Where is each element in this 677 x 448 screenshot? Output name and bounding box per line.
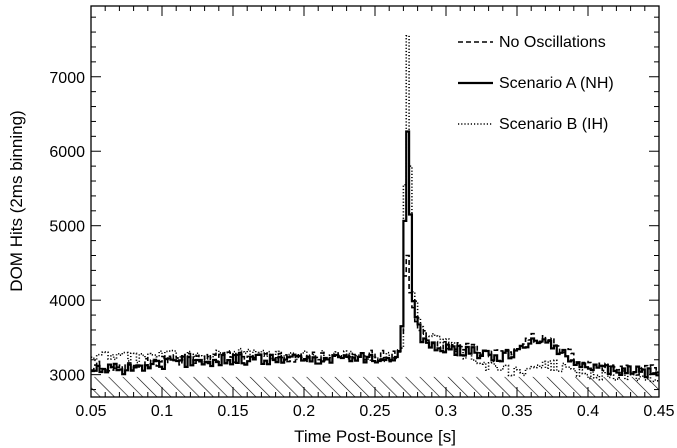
y-tick-label: 3000: [49, 368, 85, 385]
axes-layer: 0.05 0.1 0.15 0.2 0.25 0.3 0.35 0.4 0.45 3000 4000…: [49, 5, 675, 420]
series-layer: [91, 34, 659, 383]
x-tick-label: 0.2: [293, 403, 315, 420]
y-tick-label: 7000: [49, 70, 85, 87]
x-tick-label: 0.25: [359, 403, 390, 420]
x-axis-title: Time Post-Bounce [s]: [294, 427, 456, 446]
y-tick-label: 5000: [49, 219, 85, 236]
x-tick-label: 0.15: [217, 403, 248, 420]
legend-label-1: No Oscillations: [499, 34, 606, 51]
x-tick-label: 0.05: [75, 403, 106, 420]
legend-label-2: Scenario A (NH): [499, 75, 614, 92]
y-tick-label: 6000: [49, 144, 85, 161]
x-tick-label: 0.1: [151, 403, 173, 420]
legend: No Oscillations Scenario A (NH) Scenario B…: [458, 34, 614, 133]
series-line-3: [91, 34, 659, 383]
x-tick-label: 0.4: [577, 403, 599, 420]
x-tick-label: 0.35: [501, 403, 532, 420]
y-axis-title: DOM Hits (2ms binning): [7, 110, 26, 291]
legend-label-3: Scenario B (IH): [499, 116, 608, 133]
plot-frame: [90, 5, 660, 398]
x-tick-label: 0.3: [435, 403, 457, 420]
series-line-2: [91, 130, 659, 379]
series-line-1: [91, 254, 659, 377]
y-tick-label: 4000: [49, 293, 85, 310]
x-tick-label: 0.45: [643, 403, 674, 420]
